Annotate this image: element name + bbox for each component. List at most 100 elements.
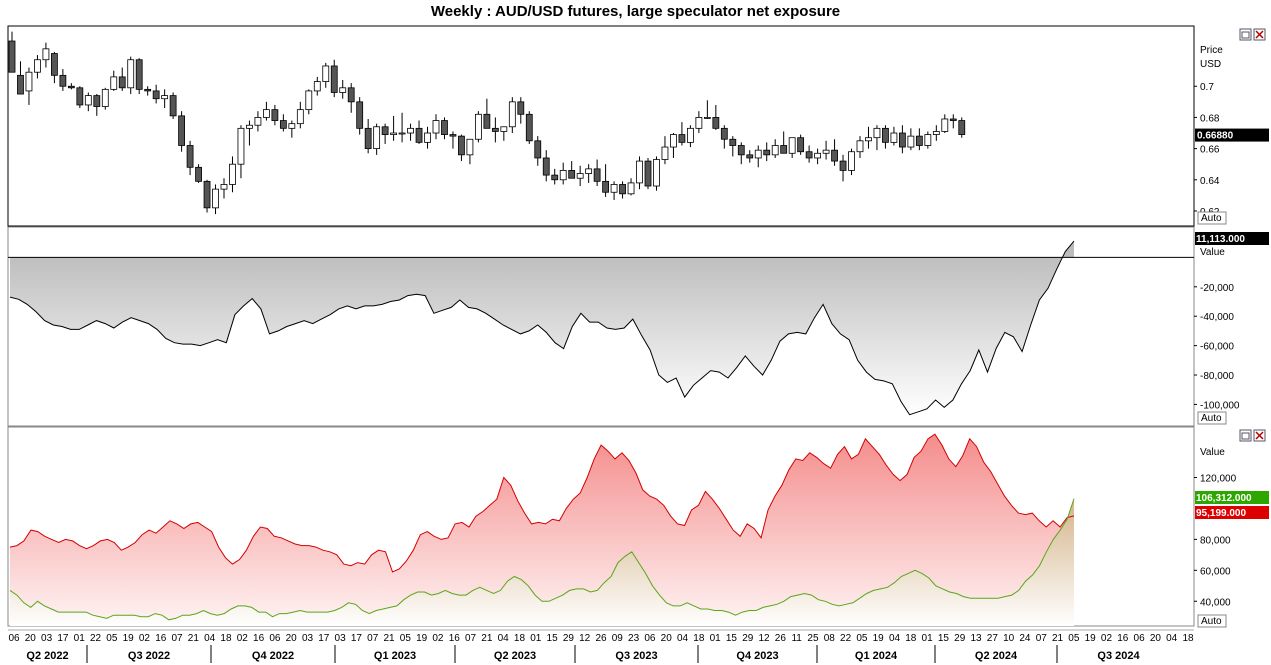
candle bbox=[262, 101, 270, 121]
x-day-label: 16 bbox=[155, 633, 167, 644]
candle-body bbox=[356, 101, 364, 129]
candle bbox=[763, 142, 771, 162]
x-day-label: 07 bbox=[1036, 633, 1048, 644]
candle-body bbox=[34, 59, 41, 73]
candle-body bbox=[229, 163, 236, 185]
candle bbox=[839, 154, 847, 182]
price-tick-label: 0.66 bbox=[1200, 145, 1220, 156]
panel1-close-button[interactable] bbox=[1253, 28, 1266, 41]
x-day-label: 22 bbox=[90, 633, 102, 644]
candle-body bbox=[415, 127, 423, 143]
candle bbox=[466, 138, 474, 165]
candle bbox=[856, 136, 864, 158]
candle-body bbox=[246, 124, 253, 129]
candle bbox=[474, 111, 482, 143]
candle-body bbox=[449, 134, 457, 137]
net-last-label: 11,113.000 bbox=[1196, 234, 1245, 245]
candle bbox=[932, 125, 940, 141]
shorts-last-badge bbox=[1195, 506, 1269, 519]
candle-body bbox=[347, 87, 355, 103]
candle-body bbox=[127, 59, 135, 89]
candle bbox=[8, 31, 16, 73]
x-day-label: 21 bbox=[383, 633, 395, 644]
candle-body bbox=[93, 95, 101, 107]
candle bbox=[491, 117, 499, 143]
candle-body bbox=[237, 127, 245, 165]
candle bbox=[135, 58, 143, 95]
candle bbox=[296, 101, 304, 129]
x-quarter-label: Q4 2022 bbox=[252, 650, 294, 662]
candle bbox=[899, 125, 906, 154]
candle-body bbox=[279, 120, 287, 129]
panel1-restore-button[interactable] bbox=[1239, 28, 1252, 41]
x-day-label: 16 bbox=[1117, 633, 1129, 644]
candle bbox=[51, 51, 58, 84]
candle-body bbox=[890, 132, 898, 143]
candle bbox=[610, 181, 618, 201]
candle bbox=[780, 131, 788, 154]
candle-body bbox=[568, 170, 576, 179]
x-day-label: 01 bbox=[74, 633, 86, 644]
candle bbox=[771, 139, 779, 158]
candle-body bbox=[271, 109, 279, 121]
candle bbox=[551, 168, 559, 185]
candle bbox=[873, 125, 881, 151]
candle-body bbox=[670, 134, 677, 148]
candle-body bbox=[771, 145, 779, 156]
candle bbox=[390, 115, 398, 141]
shorts-line bbox=[9, 433, 1075, 573]
x-day-label: 16 bbox=[253, 633, 265, 644]
x-day-label: 21 bbox=[1052, 633, 1064, 644]
candle-body bbox=[907, 135, 915, 148]
candle bbox=[169, 92, 177, 119]
candle-body bbox=[729, 138, 737, 146]
candle bbox=[76, 86, 84, 109]
x-quarter-label: Q3 2024 bbox=[1097, 650, 1140, 662]
x-day-label: 20 bbox=[661, 633, 673, 644]
candle-body bbox=[254, 117, 262, 126]
x-day-label: 19 bbox=[1085, 633, 1097, 644]
candle-body bbox=[17, 74, 24, 95]
candle-body bbox=[186, 145, 194, 168]
candle-body bbox=[899, 132, 906, 148]
candle bbox=[508, 97, 516, 134]
candle bbox=[458, 134, 465, 162]
candle bbox=[339, 80, 347, 99]
candle bbox=[398, 112, 406, 143]
panel3-restore-button[interactable] bbox=[1239, 429, 1252, 442]
candle bbox=[814, 148, 821, 165]
last-price-badge bbox=[1195, 128, 1269, 142]
longs-last-badge bbox=[1195, 491, 1269, 504]
candle-body bbox=[551, 174, 559, 181]
candle-body bbox=[500, 126, 508, 132]
price-panel bbox=[7, 25, 1195, 227]
candle bbox=[279, 114, 287, 132]
candle-body bbox=[712, 117, 720, 129]
candle-body bbox=[932, 131, 940, 135]
x-day-label: 04 bbox=[889, 633, 901, 644]
candle bbox=[941, 114, 949, 134]
panel3-close-button[interactable] bbox=[1253, 429, 1266, 442]
candle-body bbox=[865, 137, 872, 142]
candle bbox=[737, 142, 745, 165]
x-day-label: 07 bbox=[171, 633, 183, 644]
candle bbox=[220, 178, 228, 199]
candle bbox=[246, 120, 253, 146]
candle-body bbox=[42, 48, 50, 61]
net-exposure-area bbox=[10, 241, 1074, 415]
x-quarter-label: Q2 2023 bbox=[494, 650, 536, 662]
x-day-label: 02 bbox=[1101, 633, 1113, 644]
candle bbox=[186, 140, 194, 176]
shorts-area bbox=[10, 434, 1074, 626]
candle-body bbox=[542, 157, 550, 176]
candle bbox=[924, 131, 932, 149]
candle-body bbox=[110, 76, 118, 90]
x-day-label: 19 bbox=[123, 633, 135, 644]
candle bbox=[805, 145, 813, 163]
candle bbox=[831, 139, 838, 166]
candle bbox=[619, 181, 626, 199]
price-axis-title: USD bbox=[1200, 59, 1221, 70]
candle bbox=[882, 125, 889, 149]
candle-body bbox=[678, 134, 686, 143]
candle bbox=[42, 42, 50, 68]
